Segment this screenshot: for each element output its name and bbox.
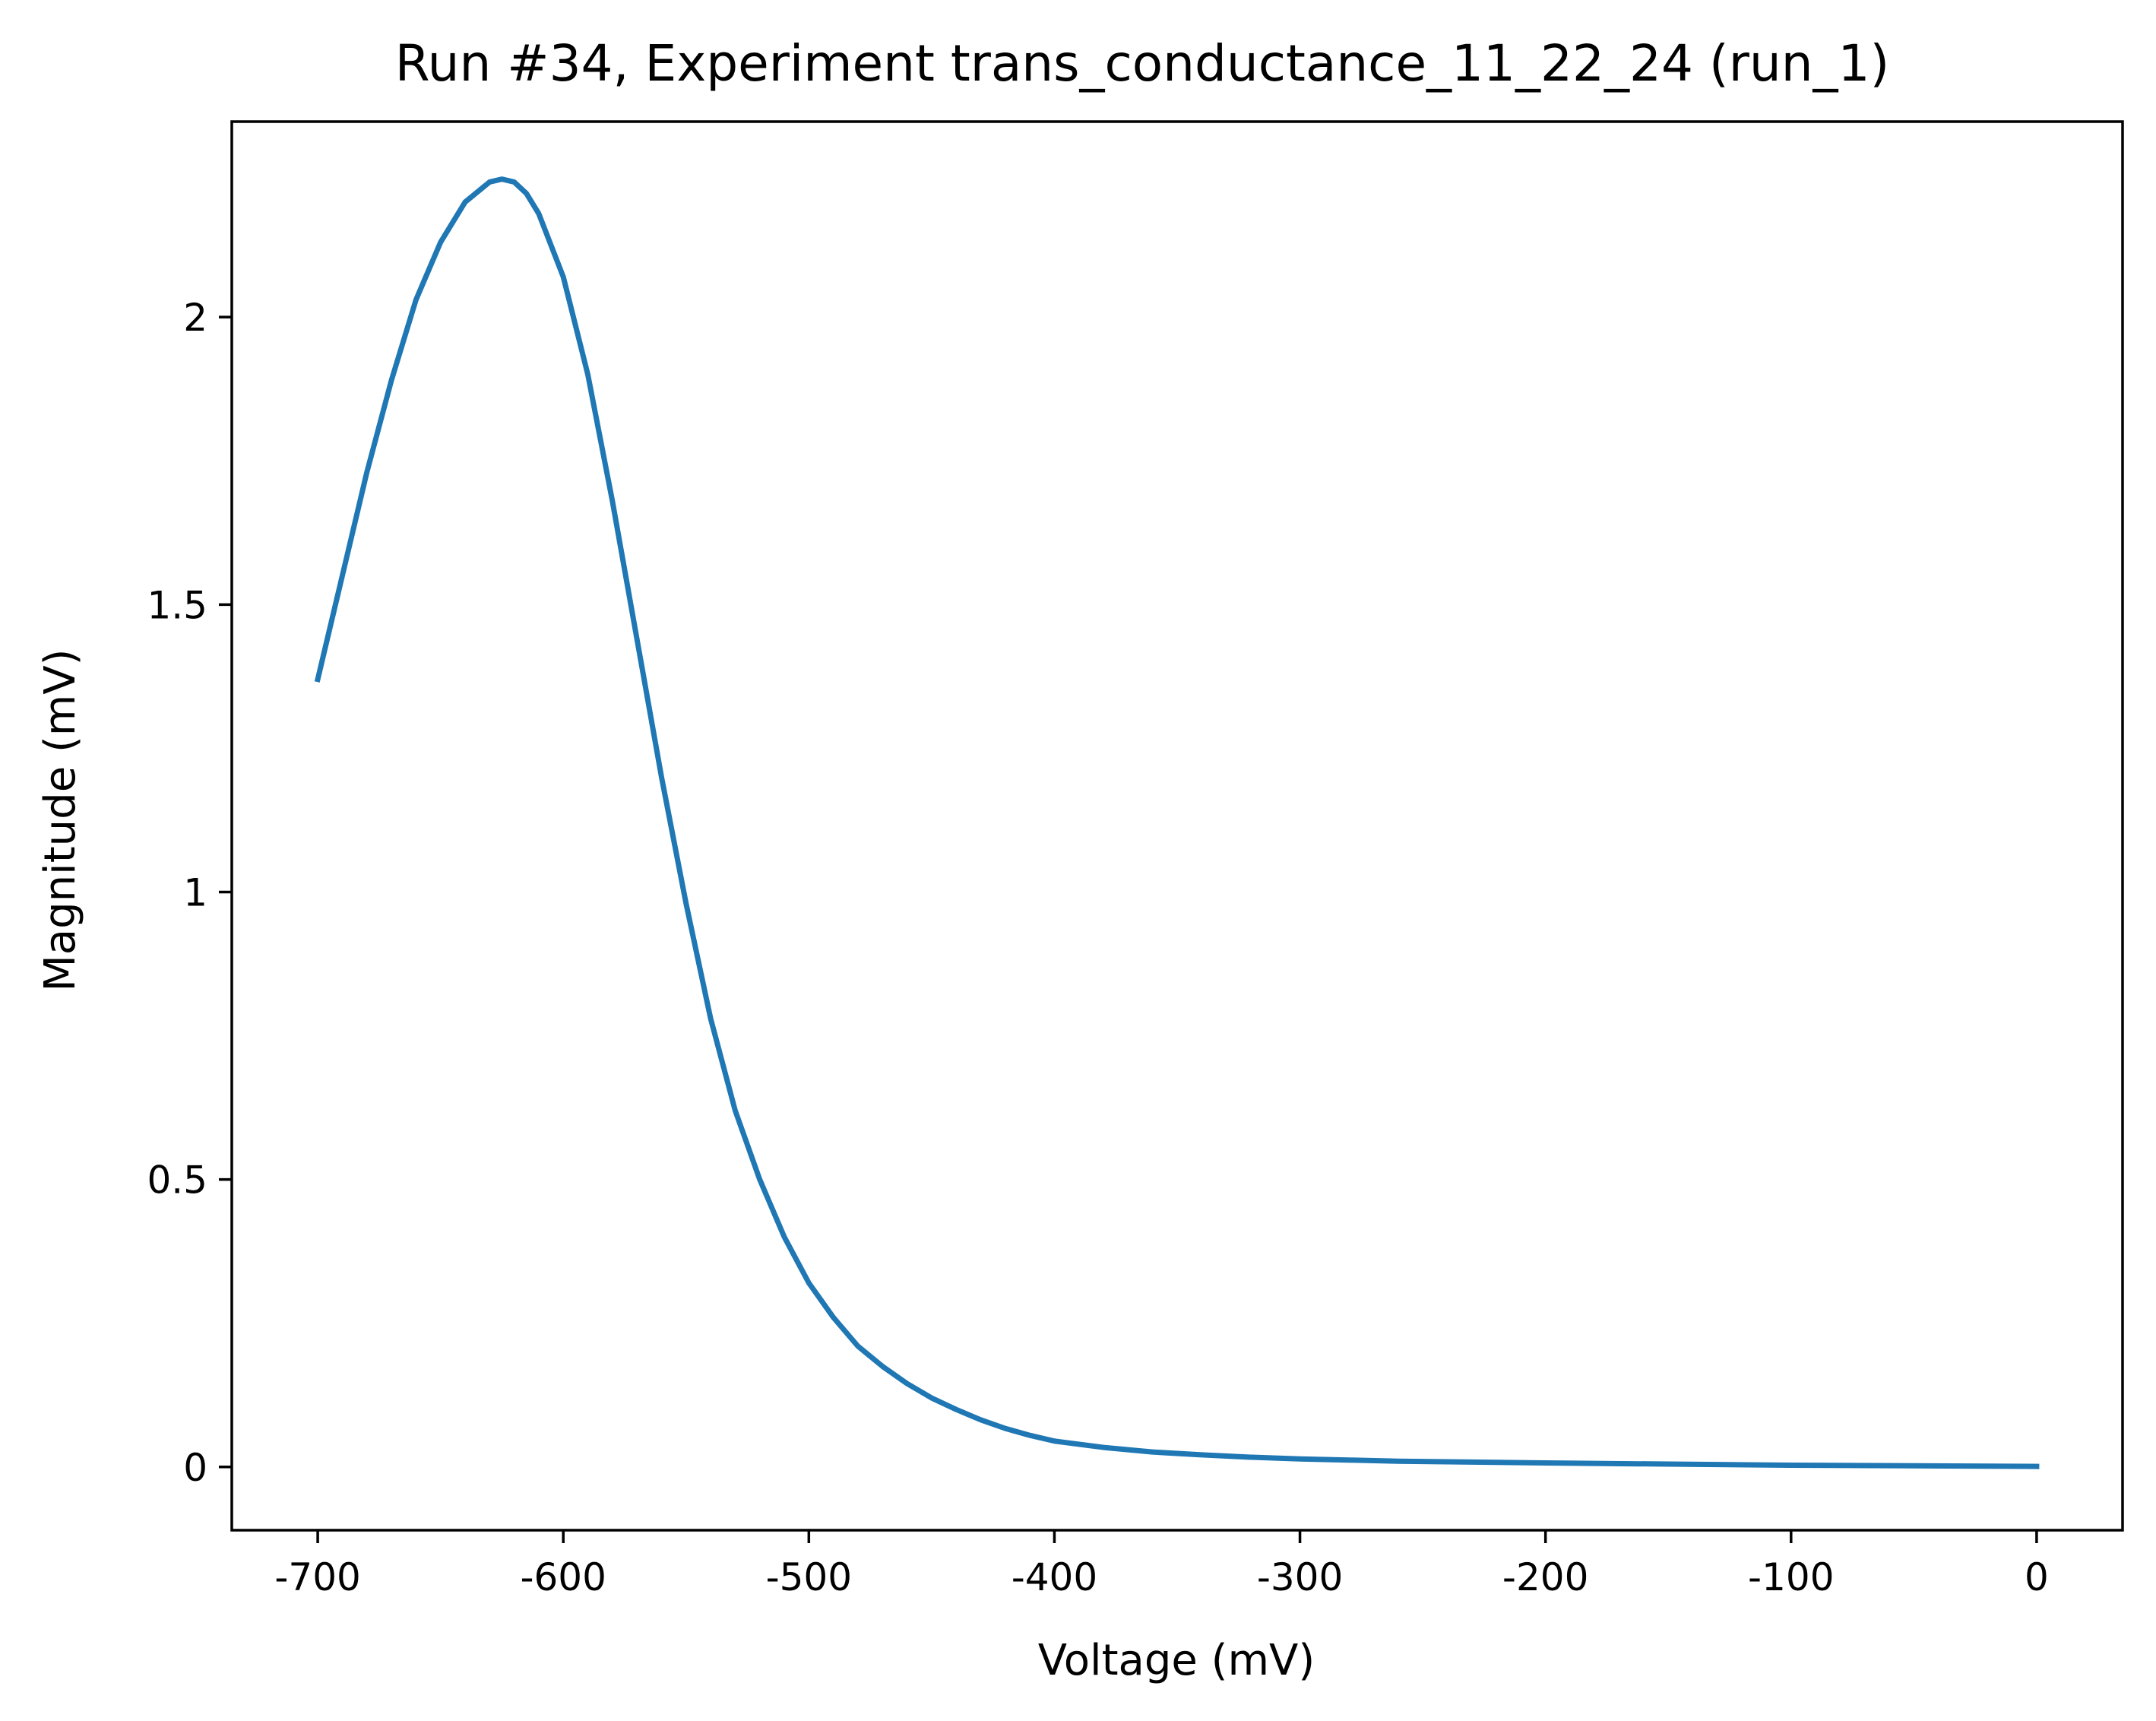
y-tick-label: 0.5 (147, 1158, 207, 1203)
x-axis-label: Voltage (mV) (1038, 1636, 1315, 1685)
y-tick-label: 2 (183, 296, 207, 340)
series-line (314, 176, 2040, 1469)
x-tick-label: 0 (2025, 1555, 2049, 1599)
y-axis-label: Magnitude (mV) (36, 648, 85, 991)
x-tick-label: -400 (1012, 1555, 1097, 1599)
x-tick-label: -600 (520, 1555, 606, 1599)
plot-frame (230, 120, 2124, 1532)
plot-area (314, 176, 2040, 1469)
y-tick-label: 1 (183, 870, 207, 914)
x-tick-label: -300 (1257, 1555, 1343, 1599)
x-axis-ticks: -700 -600 -500 -400 -300 -200 -100 0 (274, 1530, 2049, 1599)
x-tick-label: -100 (1748, 1555, 1834, 1599)
y-tick-label: 0 (183, 1446, 207, 1490)
x-tick-label: -700 (274, 1555, 360, 1599)
x-tick-label: -500 (766, 1555, 852, 1599)
chart-title: Run #34, Experiment trans_conductance_11… (395, 34, 1890, 93)
y-axis-ticks: 0 0.5 1 1.5 2 (147, 296, 232, 1490)
y-tick-label: 1.5 (147, 583, 207, 627)
x-tick-label: -200 (1502, 1555, 1588, 1599)
